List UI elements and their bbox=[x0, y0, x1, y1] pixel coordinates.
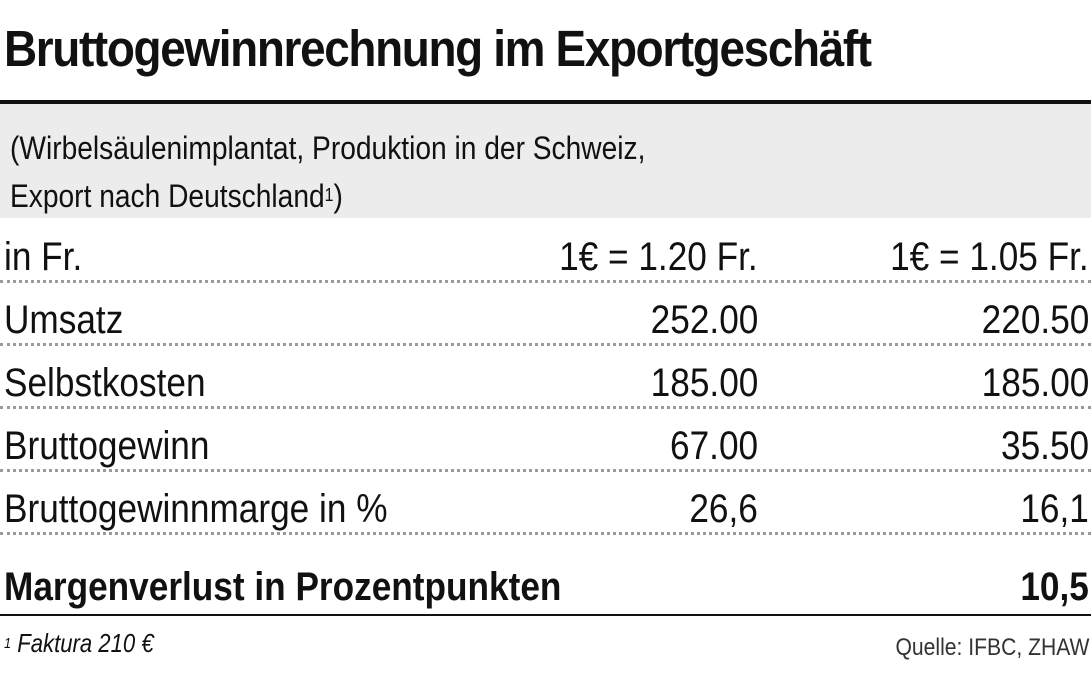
page-title: Bruttogewinnrechnung im Exportgeschäft bbox=[4, 20, 872, 77]
row-label: Selbstkosten bbox=[4, 361, 206, 405]
source-credit: Quelle: IFBC, ZHAW bbox=[894, 634, 1089, 661]
bottom-divider bbox=[0, 614, 1091, 616]
row-value-rate-2: 35.50 bbox=[1000, 424, 1089, 468]
header-rate-2: 1€ = 1.05 Fr. bbox=[890, 235, 1089, 279]
title-divider bbox=[0, 100, 1091, 104]
row-label: Bruttogewinnmarge in % bbox=[4, 487, 388, 531]
total-label: Margenverlust in Prozentpunkten bbox=[4, 565, 562, 609]
footnote-text: Faktura 210 € bbox=[17, 628, 154, 658]
footnote-marker: 1 bbox=[4, 635, 12, 652]
footnote: 1 Faktura 210 € bbox=[4, 628, 154, 659]
row-value-rate-2: 220.50 bbox=[981, 298, 1089, 342]
row-label: Umsatz bbox=[4, 298, 124, 342]
total-value: 10,5 bbox=[1020, 565, 1089, 609]
subtitle-line-2: Export nach Deutschland bbox=[10, 178, 325, 214]
header-unit: in Fr. bbox=[4, 235, 83, 279]
row-value-rate-1: 252.00 bbox=[650, 298, 758, 342]
table-row: Bruttogewinnmarge in % 26,6 16,1 bbox=[0, 472, 1091, 535]
subtitle-box bbox=[0, 104, 1091, 218]
row-value-rate-2: 16,1 bbox=[1020, 487, 1089, 531]
subtitle-line-1: (Wirbelsäulenimplantat, Produktion in de… bbox=[10, 130, 646, 166]
table-header-row: in Fr. 1€ = 1.20 Fr. 1€ = 1.05 Fr. bbox=[0, 220, 1091, 283]
subtitle-footnote-marker: 1 bbox=[324, 185, 334, 205]
row-value-rate-1: 26,6 bbox=[689, 487, 758, 531]
row-value-rate-1: 185.00 bbox=[650, 361, 758, 405]
table-row: Bruttogewinn 67.00 35.50 bbox=[0, 409, 1091, 472]
row-value-rate-1: 67.00 bbox=[669, 424, 758, 468]
header-rate-1: 1€ = 1.20 Fr. bbox=[559, 235, 758, 279]
subtitle: (Wirbelsäulenimplantat, Produktion in de… bbox=[10, 124, 645, 225]
table-row: Selbstkosten 185.00 185.00 bbox=[0, 346, 1091, 409]
subtitle-closing: ) bbox=[333, 178, 343, 214]
table-row: Umsatz 252.00 220.50 bbox=[0, 283, 1091, 346]
total-row: Margenverlust in Prozentpunkten 10,5 bbox=[0, 550, 1091, 614]
row-value-rate-2: 185.00 bbox=[981, 361, 1089, 405]
data-table: in Fr. 1€ = 1.20 Fr. 1€ = 1.05 Fr. Umsat… bbox=[0, 220, 1091, 535]
row-label: Bruttogewinn bbox=[4, 424, 210, 468]
